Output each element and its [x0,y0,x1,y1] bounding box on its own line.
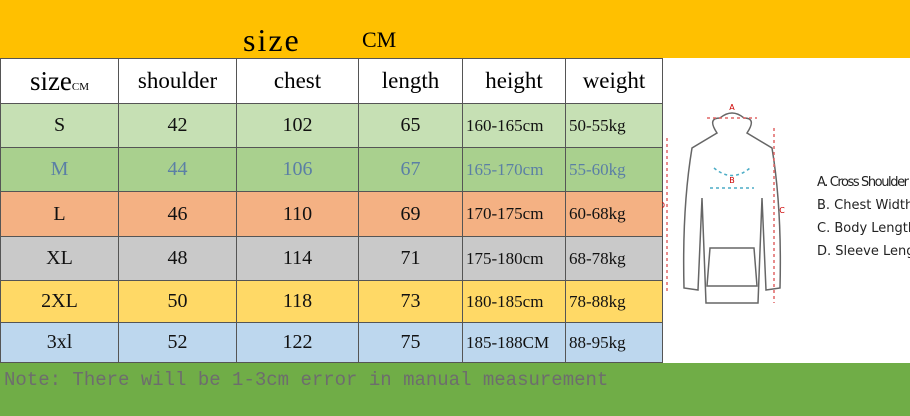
header-text: chest [273,68,322,93]
dimension-marker: C [779,206,785,215]
size-table: sizeCM shoulder chest length height weight S 42… [0,58,663,363]
header-text: size [29,65,72,96]
header-cell: weight [565,58,663,104]
table-cell: 106 [236,147,359,192]
table-body: sizeCM shoulder chest length height weight S 42… [0,58,663,363]
table-row: 2XL 50 118 73 180-185cm 78-88kg [0,280,663,323]
header-row: sizeCM shoulder chest length height weight [0,58,663,104]
table-cell: 170-175cm [462,191,566,237]
table-cell: 75 [358,322,463,363]
header-cell: length [358,58,463,104]
banner-unit: CM [362,27,397,52]
table-cell: 88-95kg [565,322,663,363]
table-row: L 46 110 69 170-175cm 60-68kg [0,191,663,237]
table-cell: 52 [118,322,237,363]
hoodie-outline [666,112,782,304]
table-cell: 102 [236,103,359,148]
hoodie-diagram: A B C D A. Cross Shoulder B. Chest Width C. Bo… [662,103,910,304]
table-cell: 46 [118,191,237,237]
table-cell: 55-60kg [565,147,663,192]
table-cell: 114 [236,236,359,281]
banner: size CM [0,0,910,58]
dimension-marker: D [662,201,665,210]
header-cell: height [462,58,566,104]
table-cell: 3xl [0,322,119,363]
table-cell: 65 [358,103,463,148]
table-cell: 2XL [0,280,119,323]
header-cell: chest [236,58,359,104]
table-cell: 122 [236,322,359,363]
table-row: S 42 102 65 160-165cm 50-55kg [0,103,663,148]
header-text: height [485,68,543,93]
note: Note: There will be 1-3cm error in manua… [0,363,910,416]
table-cell: 160-165cm [462,103,566,148]
table-row: 3xl 52 122 75 185-188CM 88-95kg [0,322,663,363]
dimension-marker: A [729,103,735,112]
table-cell: 73 [358,280,463,323]
table-cell: 71 [358,236,463,281]
table-cell: 165-170cm [462,147,566,192]
table-cell: 48 [118,236,237,281]
table-cell: 44 [118,147,237,192]
table-cell: 180-185cm [462,280,566,323]
table-cell: 42 [118,103,237,148]
table-cell: 50-55kg [565,103,663,148]
table-cell: M [0,147,119,192]
table-cell: 78-88kg [565,280,663,323]
header-unit: CM [71,80,90,93]
header-cell: sizeCM [0,58,119,104]
legend-text: C. Body Length [817,221,910,236]
table-cell: 118 [236,280,359,323]
table-cell: S [0,103,119,148]
table-cell: 50 [118,280,237,323]
table-row: M 44 106 67 165-170cm 55-60kg [0,147,663,192]
table-cell: 60-68kg [565,191,663,237]
table-cell: 68-78kg [565,236,663,281]
header-text: length [381,68,440,93]
table-cell: L [0,191,119,237]
header-text: weight [582,68,646,93]
table-cell: XL [0,236,119,281]
table-cell: 69 [358,191,463,237]
banner-title: size [243,22,301,58]
table-cell: 185-188CM [462,322,566,363]
legend-text: D. Sleeve Length [817,244,910,259]
legend-text: A. Cross Shoulder [817,175,910,190]
table-cell: 175-180cm [462,236,566,281]
dimension-marker: B [729,176,735,185]
table-cell: 110 [236,191,359,237]
header-cell: shoulder [118,58,237,104]
header-text: shoulder [137,68,218,93]
table-cell: 67 [358,147,463,192]
legend-text: B. Chest Width [817,198,910,213]
table-row: XL 48 114 71 175-180cm 68-78kg [0,236,663,281]
